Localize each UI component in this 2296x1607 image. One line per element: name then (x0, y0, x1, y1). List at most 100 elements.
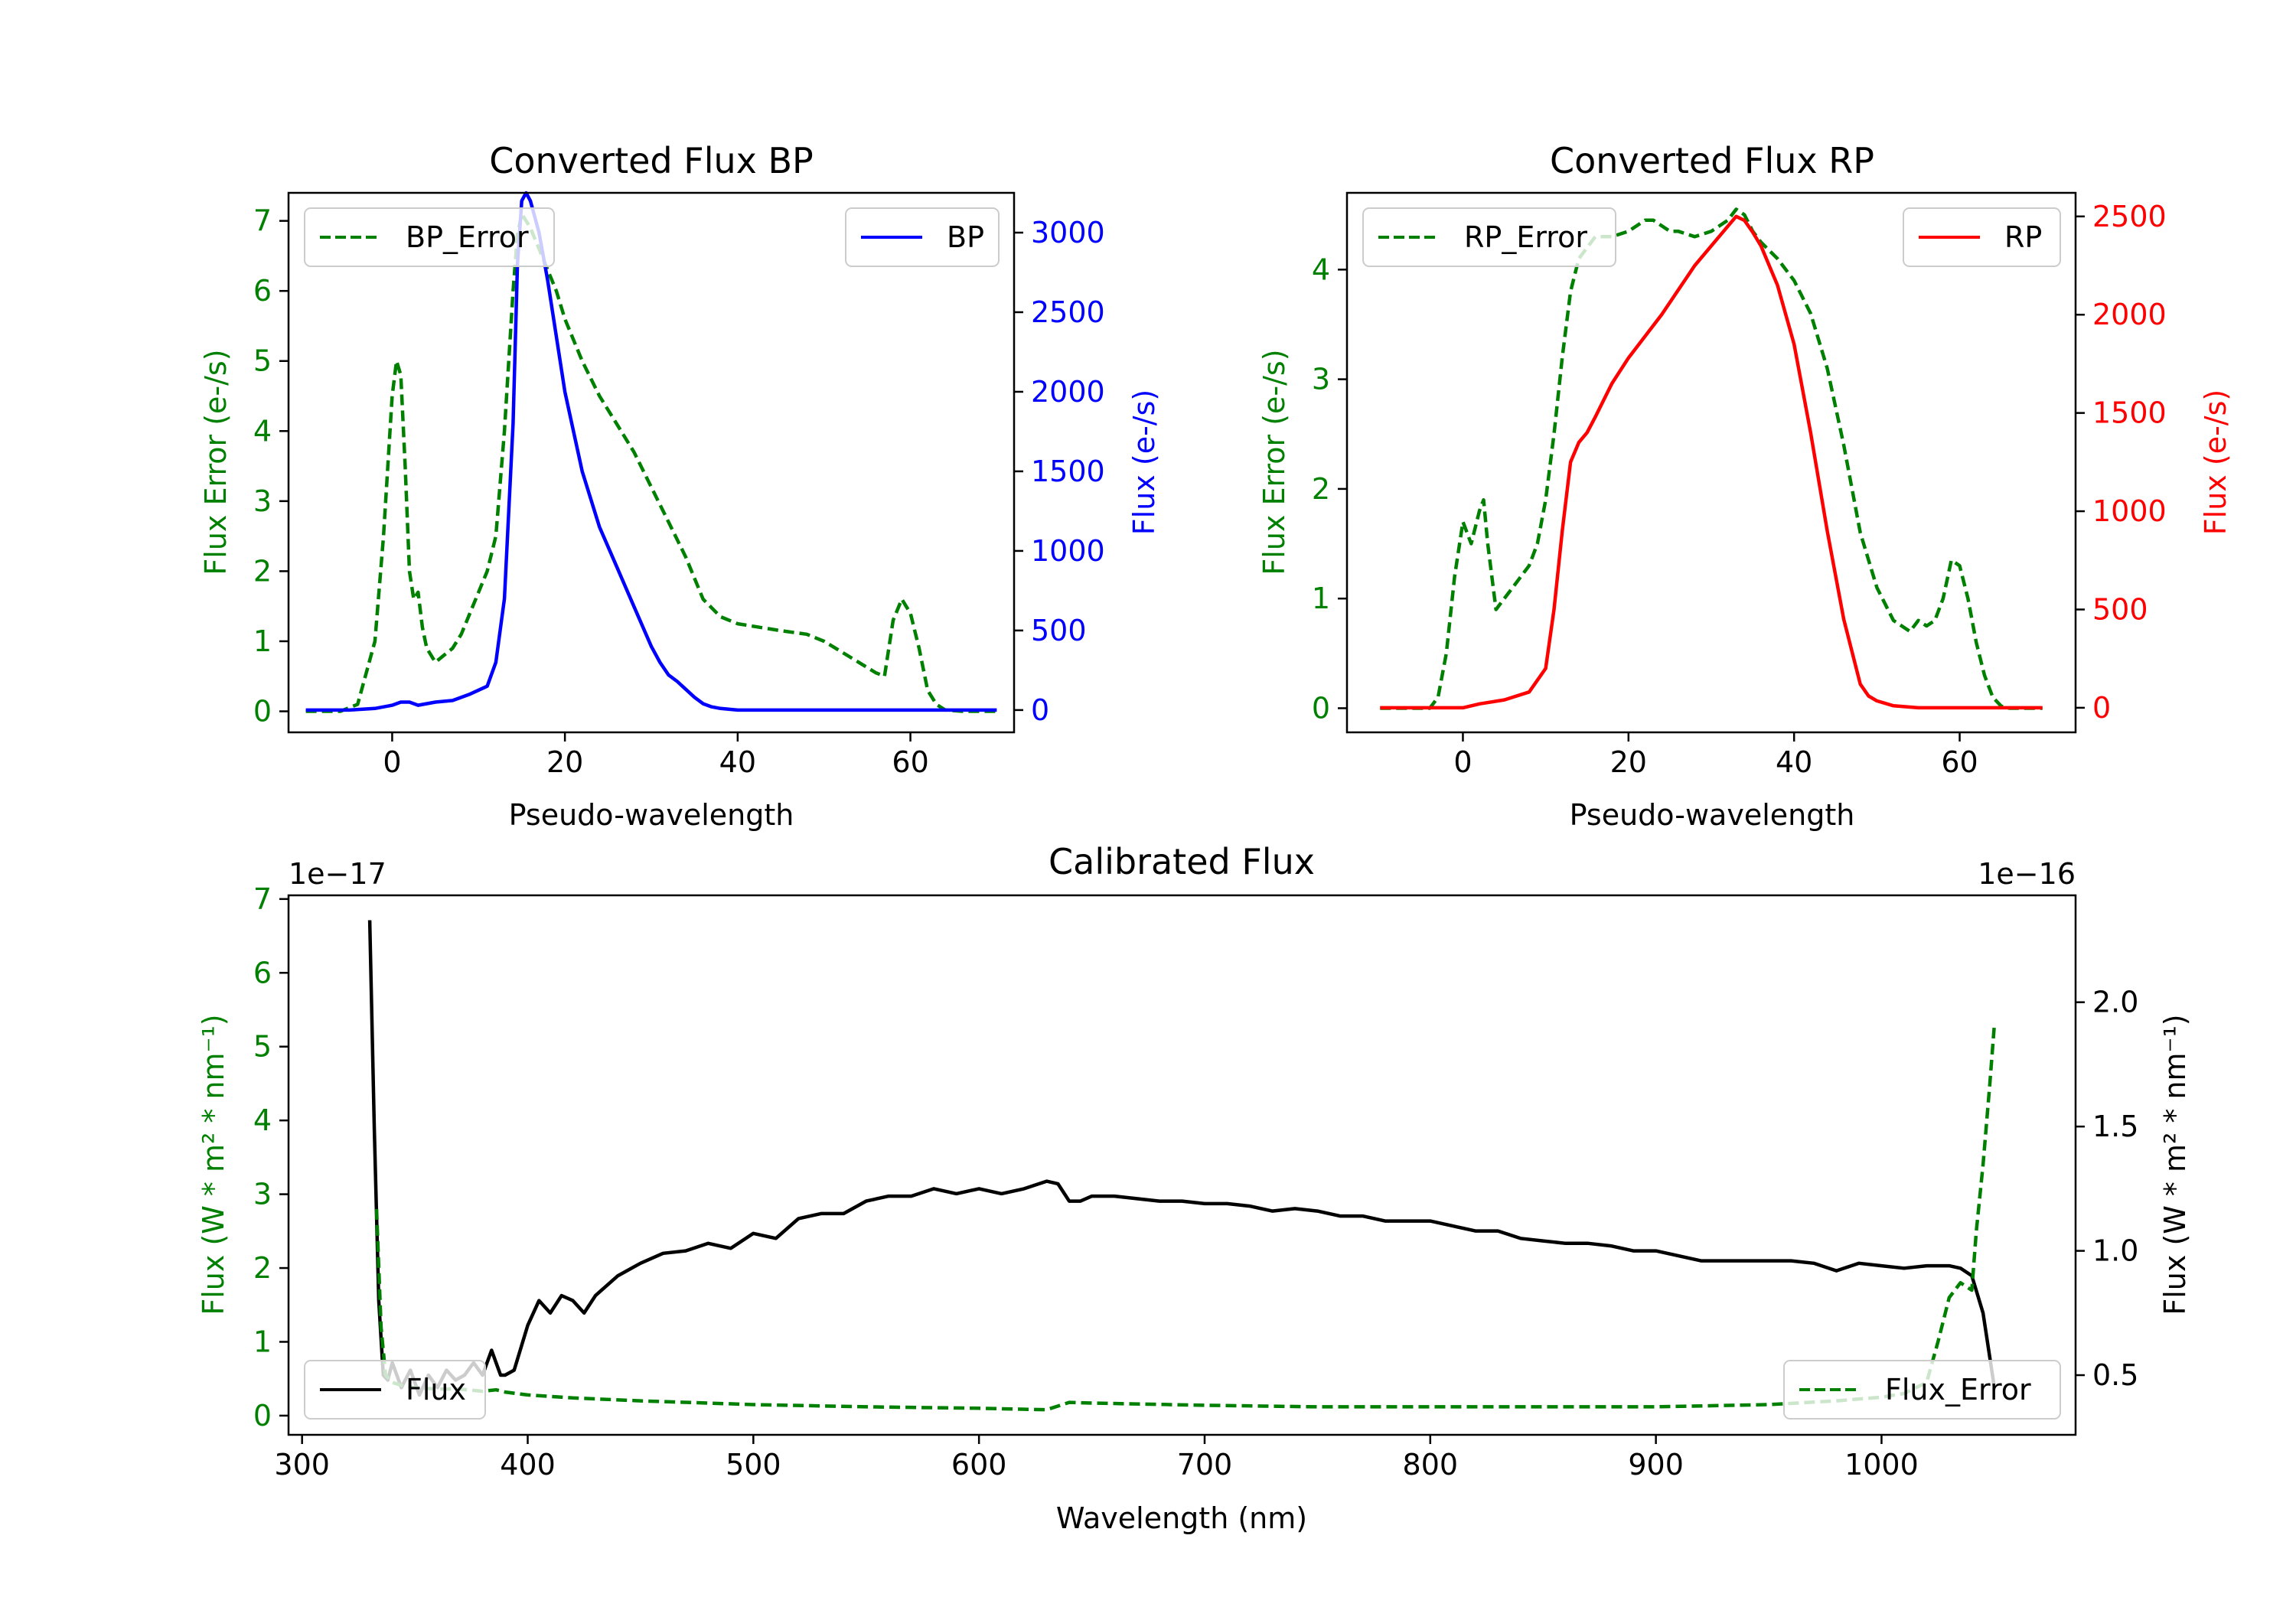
x-tick-label: 40 (1776, 745, 1812, 779)
y-left-tick-label: 3 (1312, 363, 1330, 396)
rp-error-legend-label: RP_Error (1464, 220, 1587, 254)
chart-title-bp: Converted Flux BP (489, 140, 814, 181)
calibrated-y-axis-label-right: Flux (W * m² * nm⁻¹) (2158, 1014, 2192, 1315)
bp-legend-label: BP (947, 220, 984, 254)
y-left-tick-label: 2 (253, 1251, 272, 1285)
flux-legend-label: Flux (406, 1373, 466, 1407)
chart-title-rp: Converted Flux RP (1550, 140, 1874, 181)
calibrated-axes-frame (287, 894, 2077, 1436)
y-right-tick-label: 0 (1031, 693, 1049, 727)
calibrated-x-axis-label: Wavelength (nm) (1056, 1501, 1307, 1535)
panel-bp: Converted Flux BP 0 20 40 60 0 1 2 3 4 5 6 7 0 500 1… (199, 140, 1161, 832)
rp-y-axis-label-left: Flux Error (e-/s) (1257, 349, 1291, 575)
calibrated-y-axis-label-left: Flux (W * m² * nm⁻¹) (197, 1014, 230, 1315)
panel-calibrated: Calibrated Flux 300 400 500 600 700 800 900 100… (197, 841, 2192, 1535)
x-tick-label: 40 (719, 745, 756, 779)
x-tick-label: 300 (274, 1448, 330, 1482)
rp-legend: RP (1903, 207, 2061, 267)
x-tick-label: 600 (951, 1448, 1007, 1482)
series-flux-line (367, 920, 1997, 1397)
bp-y-ticks-right: 0 500 1000 1500 2000 2500 3000 (1014, 216, 1105, 727)
y-left-tick-label: 7 (253, 882, 272, 916)
rp-x-axis-label: Pseudo-wavelength (1570, 798, 1855, 832)
y-right-tick-label: 2000 (2092, 298, 2167, 331)
bp-y-axis-label-right: Flux (e-/s) (1127, 390, 1161, 535)
y-left-tick-label: 4 (253, 414, 272, 448)
y-left-tick-label: 0 (253, 1399, 272, 1433)
rp-y-ticks-left: 0 1 2 3 4 (1312, 253, 1347, 725)
bp-y-axis-label-left: Flux Error (e-/s) (199, 349, 233, 575)
bp-error-legend: BP_Error (304, 207, 555, 267)
y-right-tick-label: 500 (2092, 592, 2148, 626)
y-left-tick-label: 4 (253, 1103, 272, 1137)
x-tick-label: 60 (892, 745, 928, 779)
flux-error-legend-label: Flux_Error (1885, 1373, 2031, 1407)
rp-error-legend: RP_Error (1362, 207, 1616, 267)
y-right-tick-label: 500 (1031, 614, 1087, 647)
y-left-tick-label: 2 (253, 554, 272, 588)
y-right-tick-label: 1000 (2092, 494, 2167, 528)
bp-x-axis-label: Pseudo-wavelength (509, 798, 794, 832)
y-left-tick-label: 1 (253, 624, 272, 658)
rp-y-ticks-right: 0 500 1000 1500 2000 2500 (2076, 200, 2167, 725)
x-tick-label: 20 (546, 745, 583, 779)
x-tick-label: 0 (1453, 745, 1472, 779)
series-rp-line (1380, 214, 2043, 710)
y-left-tick-label: 3 (253, 484, 272, 518)
x-tick-label: 900 (1628, 1448, 1684, 1482)
y-left-tick-label: 5 (253, 1030, 272, 1064)
rp-legend-label: RP (2004, 220, 2042, 254)
calibrated-x-ticks: 300 400 500 600 700 800 900 1000 (274, 1435, 1919, 1482)
y-right-tick-label: 0 (2092, 691, 2111, 725)
y-right-tick-label: 1500 (1031, 455, 1105, 488)
bp-axes-frame (287, 191, 1016, 734)
series-bp-error-line (305, 212, 997, 713)
y-right-tick-label: 1.0 (2092, 1234, 2138, 1268)
y-left-tick-label: 1 (1312, 582, 1330, 615)
y-right-tick-label: 2.0 (2092, 986, 2138, 1019)
calibrated-left-offset: 1e−17 (289, 857, 386, 891)
y-left-tick-label: 7 (253, 204, 272, 238)
rp-curves (1380, 207, 2043, 710)
y-left-tick-label: 5 (253, 344, 272, 378)
bp-error-legend-label: BP_Error (406, 220, 529, 254)
x-tick-label: 700 (1177, 1448, 1233, 1482)
panel-rp: Converted Flux RP 0 20 40 60 0 1 2 3 4 0 500 1000… (1257, 140, 2232, 832)
bp-legend: BP (845, 207, 1000, 267)
series-rp-error-line (1380, 207, 2043, 710)
y-left-tick-label: 0 (253, 695, 272, 729)
x-tick-label: 1000 (1844, 1448, 1919, 1482)
x-tick-label: 400 (500, 1448, 556, 1482)
rp-x-ticks: 0 20 40 60 (1453, 732, 1978, 779)
chart-title-calibrated: Calibrated Flux (1049, 841, 1315, 882)
y-left-tick-label: 6 (253, 956, 272, 989)
calibrated-y-ticks-left: 0 1 2 3 4 5 6 7 (253, 882, 289, 1433)
flux-error-legend: Flux_Error (1783, 1360, 2061, 1420)
y-left-tick-label: 3 (253, 1178, 272, 1211)
rp-y-axis-label-right: Flux (e-/s) (2199, 390, 2232, 535)
y-right-tick-label: 0.5 (2092, 1358, 2138, 1392)
x-tick-label: 20 (1610, 745, 1647, 779)
y-left-tick-label: 1 (253, 1325, 272, 1358)
y-right-tick-label: 2000 (1031, 375, 1105, 409)
y-right-tick-label: 2500 (2092, 200, 2167, 233)
y-right-tick-label: 1500 (2092, 396, 2167, 430)
x-tick-label: 800 (1403, 1448, 1459, 1482)
flux-legend: Flux (304, 1360, 486, 1420)
y-right-tick-label: 2500 (1031, 295, 1105, 329)
bp-curves (305, 191, 997, 713)
calibrated-y-ticks-right: 0.5 1.0 1.5 2.0 (2076, 986, 2138, 1392)
y-right-tick-label: 1.5 (2092, 1110, 2138, 1143)
y-right-tick-label: 1000 (1031, 534, 1105, 568)
y-left-tick-label: 6 (253, 274, 272, 308)
bp-x-ticks: 0 20 40 60 (383, 732, 929, 779)
y-left-tick-label: 4 (1312, 253, 1330, 286)
x-tick-label: 0 (383, 745, 401, 779)
rp-axes-frame (1345, 191, 2077, 734)
y-right-tick-label: 3000 (1031, 216, 1105, 249)
x-tick-label: 500 (726, 1448, 781, 1482)
series-bp-line (305, 191, 997, 712)
bp-y-ticks-left: 0 1 2 3 4 5 6 7 (253, 204, 289, 729)
y-left-tick-label: 2 (1312, 472, 1330, 506)
